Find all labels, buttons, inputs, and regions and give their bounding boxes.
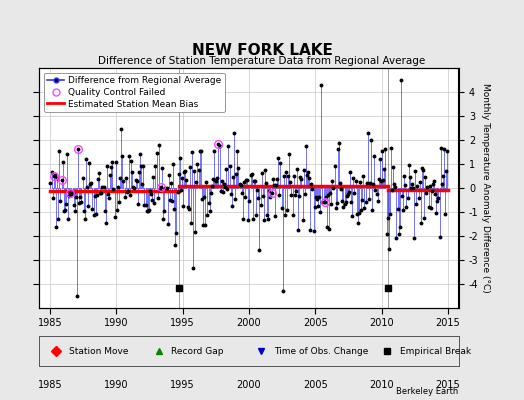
Text: 1990: 1990 <box>104 380 128 390</box>
Text: Berkeley Earth: Berkeley Earth <box>396 387 458 396</box>
Y-axis label: Monthly Temperature Anomaly Difference (°C): Monthly Temperature Anomaly Difference (… <box>481 83 490 293</box>
Text: 1985: 1985 <box>38 380 62 390</box>
Text: 2000: 2000 <box>237 380 261 390</box>
Text: Difference of Station Temperature Data from Regional Average: Difference of Station Temperature Data f… <box>99 56 425 66</box>
Text: Empirical Break: Empirical Break <box>400 346 471 356</box>
Text: NEW FORK LAKE: NEW FORK LAKE <box>192 43 332 58</box>
Text: 2015: 2015 <box>435 380 460 390</box>
Text: 2005: 2005 <box>303 380 328 390</box>
Text: Record Gap: Record Gap <box>171 346 224 356</box>
Text: Station Move: Station Move <box>69 346 128 356</box>
Text: 1995: 1995 <box>170 380 195 390</box>
Text: 2010: 2010 <box>369 380 394 390</box>
Legend: Difference from Regional Average, Quality Control Failed, Estimated Station Mean: Difference from Regional Average, Qualit… <box>44 72 225 112</box>
Text: Time of Obs. Change: Time of Obs. Change <box>274 346 368 356</box>
